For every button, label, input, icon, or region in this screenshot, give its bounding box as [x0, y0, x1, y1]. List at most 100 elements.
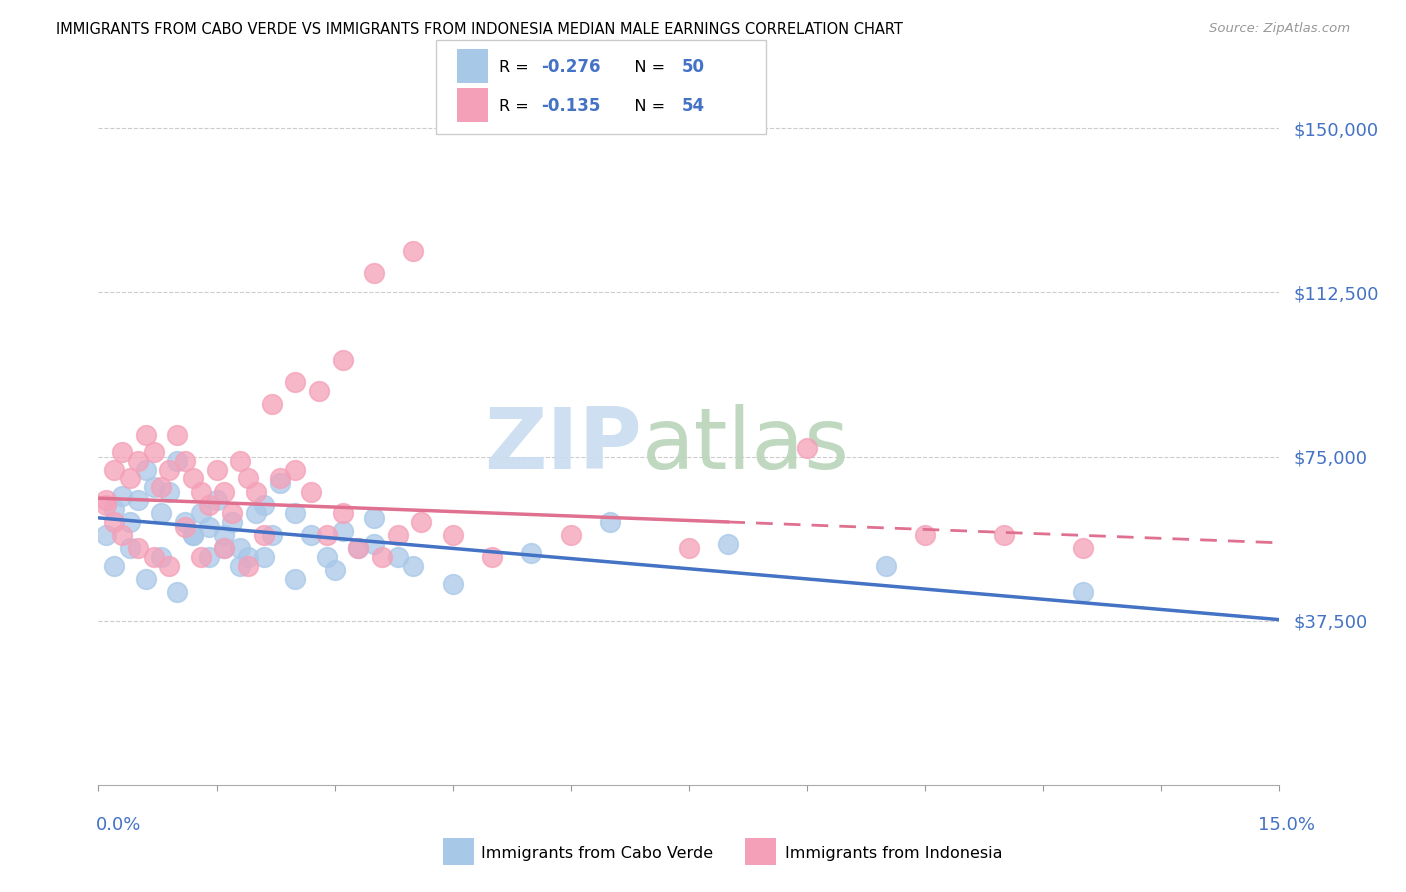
Point [229, 454, 252, 468]
Point [103, 463, 125, 477]
Point [363, 266, 385, 280]
Point [190, 484, 212, 499]
Point [599, 515, 621, 529]
Point [481, 550, 503, 565]
Point [315, 528, 337, 542]
Point [441, 528, 464, 542]
Point [332, 507, 354, 521]
Point [221, 507, 243, 521]
Point [269, 471, 291, 485]
Point [96, 528, 118, 542]
Point [371, 550, 394, 565]
Point [214, 541, 236, 556]
Point [1071, 585, 1094, 599]
Text: -0.135: -0.135 [541, 97, 600, 115]
Point [111, 489, 134, 503]
Point [236, 471, 259, 485]
Text: Immigrants from Indonesia: Immigrants from Indonesia [785, 847, 1002, 861]
Point [142, 480, 165, 494]
Point [135, 427, 157, 442]
Point [118, 515, 141, 529]
Text: atlas: atlas [641, 404, 849, 487]
Point [157, 463, 180, 477]
Point [914, 528, 936, 542]
Point [142, 445, 165, 459]
Point [299, 528, 322, 542]
Point [127, 454, 149, 468]
Text: Immigrants from Cabo Verde: Immigrants from Cabo Verde [481, 847, 713, 861]
Text: N =: N = [619, 60, 669, 75]
Point [260, 397, 283, 411]
Point [174, 454, 197, 468]
Point [402, 244, 425, 258]
Point [181, 528, 204, 542]
Point [560, 528, 582, 542]
Point [308, 384, 330, 398]
Point [1071, 541, 1094, 556]
Point [166, 585, 188, 599]
Text: R =: R = [499, 99, 534, 114]
Point [205, 463, 228, 477]
Point [118, 541, 141, 556]
Point [402, 559, 425, 574]
Point [150, 550, 173, 565]
Point [323, 563, 346, 577]
Point [103, 559, 125, 574]
Point [363, 537, 385, 551]
Point [332, 524, 354, 538]
Point [387, 528, 409, 542]
Point [347, 541, 370, 556]
Point [197, 550, 219, 565]
Point [411, 515, 433, 529]
Point [253, 550, 276, 565]
Text: 15.0%: 15.0% [1257, 816, 1315, 834]
Text: IMMIGRANTS FROM CABO VERDE VS IMMIGRANTS FROM INDONESIA MEDIAN MALE EARNINGS COR: IMMIGRANTS FROM CABO VERDE VS IMMIGRANTS… [56, 22, 903, 37]
Point [284, 375, 307, 389]
Point [96, 498, 118, 512]
Point [150, 480, 173, 494]
Point [96, 493, 118, 508]
Point [229, 541, 252, 556]
Point [166, 454, 188, 468]
Point [229, 559, 252, 574]
Point [387, 550, 409, 565]
Point [157, 559, 180, 574]
Text: -0.276: -0.276 [541, 58, 600, 76]
Point [260, 528, 283, 542]
Point [236, 559, 259, 574]
Point [315, 550, 337, 565]
Point [717, 537, 740, 551]
Point [284, 572, 307, 586]
Point [181, 471, 204, 485]
Text: 0.0%: 0.0% [96, 816, 141, 834]
Text: 50: 50 [682, 58, 704, 76]
Point [181, 528, 204, 542]
Point [299, 484, 322, 499]
Point [269, 475, 291, 490]
Point [142, 550, 165, 565]
Point [253, 528, 276, 542]
Point [245, 484, 267, 499]
Point [221, 515, 243, 529]
Point [441, 576, 464, 591]
Point [190, 507, 212, 521]
Point [205, 493, 228, 508]
Point [236, 550, 259, 565]
Point [127, 541, 149, 556]
Text: R =: R = [499, 60, 534, 75]
Point [174, 519, 197, 533]
Point [135, 572, 157, 586]
Point [111, 528, 134, 542]
Point [253, 498, 276, 512]
Point [214, 528, 236, 542]
Point [197, 519, 219, 533]
Point [993, 528, 1015, 542]
Point [284, 463, 307, 477]
Point [118, 471, 141, 485]
Text: 54: 54 [682, 97, 704, 115]
Point [135, 463, 157, 477]
Point [520, 546, 543, 560]
Text: N =: N = [619, 99, 669, 114]
Text: Source: ZipAtlas.com: Source: ZipAtlas.com [1209, 22, 1350, 36]
Point [363, 511, 385, 525]
